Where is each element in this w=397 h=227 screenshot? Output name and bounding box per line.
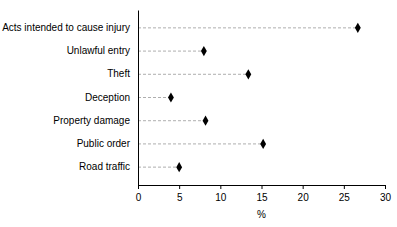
y-axis-line [138, 11, 139, 186]
x-tick-label: 30 [380, 192, 392, 203]
x-tick-mark [138, 185, 139, 189]
x-tick: 25 [339, 185, 351, 203]
x-axis-line [139, 186, 386, 190]
dot-marker [260, 139, 266, 149]
leader-line [138, 167, 179, 168]
x-tick: 0 [136, 185, 142, 203]
y-tick-label: Deception [85, 92, 130, 103]
x-tick-label: 20 [298, 192, 310, 203]
y-tick: Property damage [53, 115, 130, 126]
x-tick-mark [344, 185, 345, 189]
x-tick: 30 [380, 185, 392, 203]
x-tick: 10 [215, 185, 227, 203]
x-axis-title: % [257, 209, 266, 220]
leader-line [138, 51, 204, 52]
y-tick: Theft [107, 68, 130, 79]
x-tick-mark [303, 185, 304, 189]
leader-line [138, 97, 171, 98]
x-tick-mark [385, 185, 386, 189]
dot-marker [245, 69, 251, 79]
y-tick: Unlawful entry [67, 45, 130, 56]
x-tick-mark [220, 185, 221, 189]
dot-marker [176, 162, 182, 172]
x-tick-mark [262, 185, 263, 189]
y-tick-label: Road traffic [79, 161, 130, 172]
y-tick-label: Theft [107, 68, 130, 79]
dot-marker [355, 23, 361, 33]
x-tick-label: 25 [339, 192, 351, 203]
y-tick-label: Property damage [53, 115, 130, 126]
x-tick-mark [179, 185, 180, 189]
dot-marker [168, 92, 174, 102]
y-tick-label: Acts intended to cause injury [2, 22, 130, 33]
dot-marker [203, 116, 209, 126]
x-tick-label: 5 [177, 192, 183, 203]
x-tick: 5 [177, 185, 183, 203]
y-tick: Deception [85, 92, 130, 103]
y-tick-label: Public order [77, 138, 131, 149]
leader-line [138, 27, 358, 28]
y-axis: Acts intended to cause injury Unlawful en… [2, 11, 138, 186]
y-tick: Acts intended to cause injury [2, 22, 130, 33]
leader-line [138, 74, 248, 75]
y-tick-label: Unlawful entry [67, 45, 130, 56]
leader-line [138, 143, 263, 144]
leader-line [138, 120, 206, 121]
x-tick-label: 0 [136, 192, 142, 203]
x-tick-label: 10 [215, 192, 227, 203]
x-axis: 0 5 10 15 20 25 30 [136, 185, 392, 203]
plot-area [138, 23, 361, 172]
y-tick: Road traffic [79, 161, 130, 172]
x-tick: 15 [256, 185, 268, 203]
x-tick-label: 15 [256, 192, 268, 203]
chart: 0 5 10 15 20 25 30 Acts intended to cause injur… [0, 0, 397, 227]
dot-marker [201, 46, 207, 56]
y-tick: Public order [77, 138, 131, 149]
x-tick: 20 [298, 185, 310, 203]
